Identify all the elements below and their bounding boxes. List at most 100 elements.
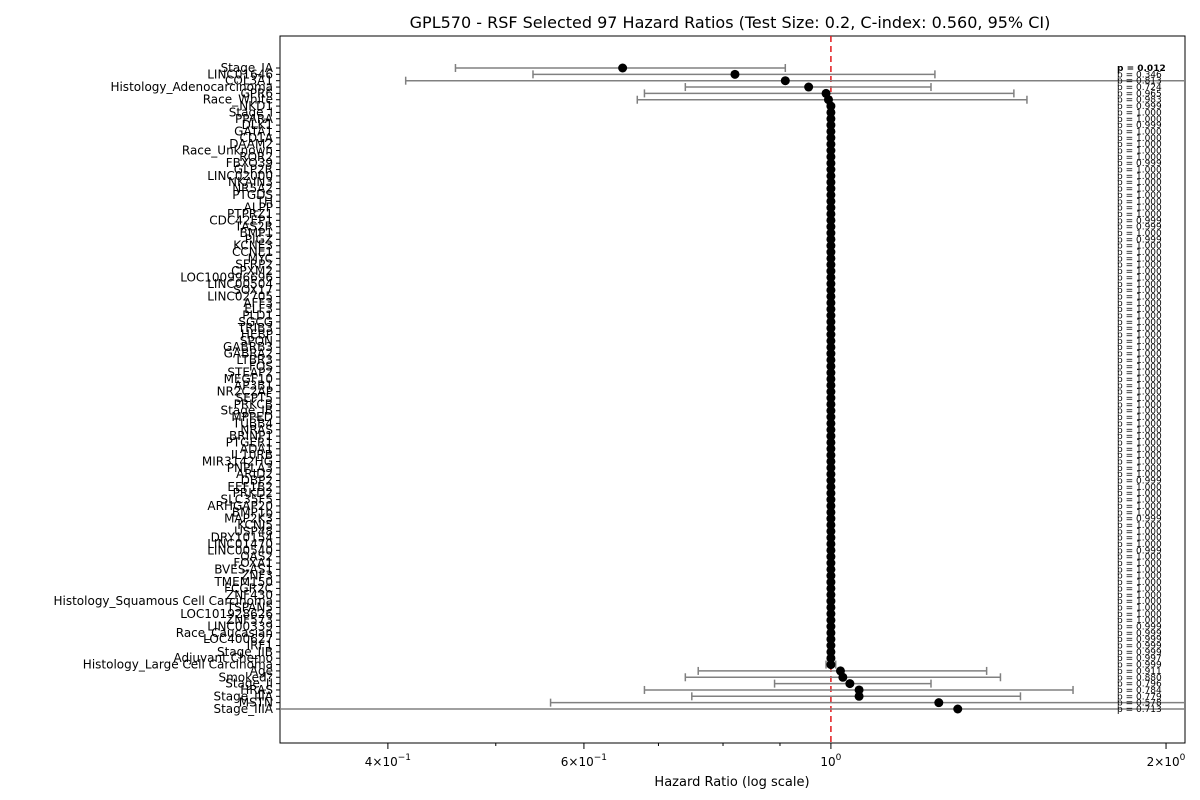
p-value-label: p = 1.000 (1117, 127, 1162, 137)
p-value-label: p = 1.000 (1117, 432, 1162, 442)
y-tick-label: Stage_I (229, 105, 273, 119)
y-tick-label: TSPAN5 (226, 600, 273, 614)
hazard-ratio-point (826, 387, 836, 397)
p-value-label: p = 1.000 (1117, 426, 1162, 436)
p-value-label: p = 1.000 (1117, 356, 1162, 366)
hazard-ratio-point (826, 526, 836, 536)
y-tick-label: LOC100996696 (180, 270, 273, 284)
y-tick-label: OAS2 (240, 550, 273, 564)
p-value-label: p = 1.000 (1117, 591, 1162, 601)
hazard-ratio-point (826, 596, 836, 606)
y-tick-label: PTGER1 (226, 435, 273, 449)
p-value-label: p = 0.911 (1117, 667, 1162, 677)
y-tick-label: PLD1 (242, 309, 273, 323)
p-value-label: p = 0.999 (1117, 159, 1162, 169)
p-value-label: p = 1.000 (1117, 261, 1162, 271)
p-value-label: p = 0.784 (1117, 686, 1162, 696)
y-tick-label: PRKCB (234, 397, 273, 411)
p-value-label: p = 0.724 (1117, 83, 1162, 93)
p-value-label: p = 1.000 (1117, 616, 1162, 626)
y-tick-label: IRF1 (247, 639, 273, 653)
hazard-ratio-point (826, 171, 836, 181)
p-value-label: p = 0.999 (1117, 622, 1162, 632)
p-value-label: p = 1.000 (1117, 419, 1162, 429)
hazard-ratio-point (826, 571, 836, 581)
hazard-ratio-point (826, 514, 836, 524)
hazard-ratio-point (826, 660, 836, 670)
y-tick-label: BRINP1 (229, 429, 273, 443)
p-value-label: p = 0.999 (1117, 216, 1162, 226)
y-tick-label: NKD1 (239, 99, 273, 113)
p-value-label: p = 0.999 (1117, 235, 1162, 245)
hazard-ratio-point (826, 234, 836, 244)
p-value-label: p = 1.000 (1117, 489, 1162, 499)
p-value-label: p = 0.999 (1117, 102, 1162, 112)
p-value-label: p = 1.000 (1117, 166, 1162, 176)
hazard-ratio-point (826, 577, 836, 587)
y-tick-label: ADA1 (240, 442, 273, 456)
hazard-ratio-point (730, 69, 740, 79)
p-value-label: p = 1.000 (1117, 438, 1162, 448)
hazard-ratio-point (826, 647, 836, 657)
hazard-ratio-point (826, 495, 836, 505)
hazard-ratio-point (826, 380, 836, 390)
y-tick-label: NR5A2 (232, 182, 273, 196)
p-value-label: p = 1.000 (1117, 553, 1162, 563)
p-value-label: p = 1.000 (1117, 273, 1162, 283)
y-tick-label: SLC35F5 (221, 493, 274, 507)
y-tick-label: AP3B1 (234, 378, 273, 392)
p-value-label: p = 0.999 (1117, 546, 1162, 556)
hazard-ratio-point (826, 139, 836, 149)
hazard-ratio-point (826, 311, 836, 321)
hazard-ratio-point (826, 609, 836, 619)
y-tick-label: FOS (249, 359, 273, 373)
p-value-label: p = 0.999 (1117, 661, 1162, 671)
y-tick-label: DAAM2 (229, 137, 273, 151)
hazard-ratio-point (826, 564, 836, 574)
hazard-ratio-point (826, 355, 836, 365)
hazard-ratio-point (826, 266, 836, 276)
p-value-label: p = 1.000 (1117, 584, 1162, 594)
p-value-label: p = 1.000 (1117, 502, 1162, 512)
p-value-label: p = 1.000 (1117, 248, 1162, 258)
y-tick-label: ZNF3 (241, 569, 273, 583)
y-tick-label: CD1A (240, 131, 274, 145)
hazard-ratio-marks (281, 63, 1184, 714)
p-value-label: p = 1.000 (1117, 147, 1162, 157)
p-value-label: p = 0.983 (1117, 96, 1162, 106)
hazard-ratio-point (618, 63, 628, 73)
p-value-label: p = 1.000 (1117, 229, 1162, 239)
hazard-ratio-point (826, 558, 836, 568)
y-tick-label: Adjuvant Chemo (173, 651, 273, 665)
hazard-ratio-point (826, 184, 836, 194)
p-value-label: p = 1.000 (1117, 578, 1162, 588)
hazard-ratio-point (826, 349, 836, 359)
y-tick-label: SFRP2 (235, 258, 273, 272)
hazard-ratio-point (826, 342, 836, 352)
hazard-ratio-point (826, 177, 836, 187)
y-tick-label: ARID2 (236, 467, 273, 481)
hazard-ratio-point (826, 209, 836, 219)
p-value-label: p = 1.000 (1117, 559, 1162, 569)
y-tick-label: ALPP (244, 201, 273, 215)
y-tick-label: MYC (248, 251, 273, 265)
y-tick-label: GATA1 (234, 124, 273, 138)
hazard-ratio-point (826, 133, 836, 143)
y-tick-label: LOC101928626 (180, 607, 273, 621)
chart-title: GPL570 - RSF Selected 97 Hazard Ratios (… (410, 13, 1051, 32)
y-tick-label: AFF3 (243, 296, 273, 310)
y-tick-label: MPPED (231, 410, 273, 424)
p-value-label: p = 0.997 (1117, 654, 1162, 664)
p-value-label: p = 1.000 (1117, 597, 1162, 607)
hazard-ratio-point (826, 285, 836, 295)
y-tick-label: NRAS (240, 423, 273, 437)
y-tick-label: LTBR3 (236, 353, 273, 367)
y-tick-label: LINC00504 (207, 277, 273, 291)
y-tick-label: FOXA1 (233, 556, 273, 570)
p-value-label: p = 1.000 (1117, 305, 1162, 315)
p-value-label: p = 1.000 (1117, 603, 1162, 613)
p-value-label: p = 1.000 (1117, 445, 1162, 455)
hazard-ratio-point (953, 704, 963, 714)
p-value-label: p = 1.000 (1117, 394, 1162, 404)
y-tick-label: GABRA2 (224, 347, 273, 361)
